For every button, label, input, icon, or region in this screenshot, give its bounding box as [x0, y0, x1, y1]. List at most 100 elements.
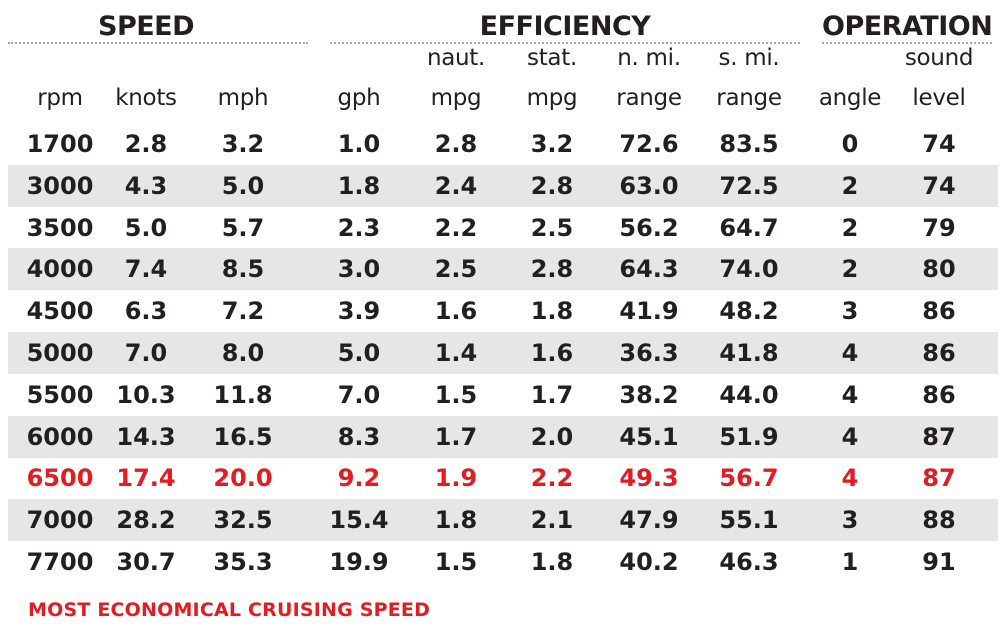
table-cell: 64.7 [719, 213, 779, 242]
table-row: 6500 17.4 20.0 9.2 1.9 2.2 49.3 56.7 4 87 [8, 457, 998, 499]
table-cell: 2.0 [530, 422, 574, 451]
group-rule-speed [8, 42, 308, 44]
table-cell: 2.4 [434, 171, 478, 200]
table-cell: 2.2 [434, 213, 478, 242]
group-rule-efficiency [330, 42, 800, 44]
column-header-range-7: range [716, 85, 782, 111]
table-cell: 7.4 [124, 255, 168, 284]
table-cell: 64.3 [619, 255, 679, 284]
table-cell: 32.5 [213, 506, 273, 535]
table-cell: 86 [922, 339, 956, 367]
table-cell: 3.9 [337, 297, 381, 326]
table-cell: 91 [922, 548, 956, 576]
column-header-range-6: range [616, 85, 682, 111]
table-cell: 4500 [26, 297, 94, 326]
table-cell: 7.0 [124, 339, 168, 367]
table-cell: 74 [922, 171, 956, 200]
table-cell: 1.8 [337, 171, 381, 200]
table-cell: 17.4 [116, 464, 176, 493]
table-cell: 2.8 [530, 171, 574, 200]
table-cell: 4 [841, 380, 859, 409]
table-cell: 3 [841, 297, 859, 326]
table-cell: 1.5 [434, 548, 478, 576]
table-cell: 51.9 [719, 422, 779, 451]
table-cell: 87 [922, 422, 956, 451]
column-header-gph-3: gph [337, 85, 381, 111]
table-cell: 72.5 [719, 171, 779, 200]
table-cell: 8.0 [221, 339, 265, 367]
table-cell: 6.3 [124, 297, 168, 326]
table-cell: 2 [841, 171, 859, 200]
table-cell: 3 [841, 506, 859, 535]
table-row: 6000 14.3 16.5 8.3 1.7 2.0 45.1 51.9 4 87 [8, 415, 998, 458]
table-cell: 2.8 [530, 255, 574, 284]
table-cell: 7000 [26, 506, 94, 535]
column-header-top-range-7: s. mi. [718, 45, 780, 71]
table-row: 5000 7.0 8.0 5.0 1.4 1.6 36.3 41.8 4 86 [8, 332, 998, 374]
table-cell: 9.2 [337, 464, 381, 493]
table-cell: 19.9 [329, 548, 389, 576]
group-rule-operation [822, 42, 992, 44]
table-cell: 41.9 [619, 297, 679, 326]
table-cell: 4.3 [124, 171, 168, 200]
table-cell: 87 [922, 464, 956, 493]
table-cell: 4 [841, 464, 859, 493]
table-cell: 2.3 [337, 213, 381, 242]
group-title-operation: OPERATION [822, 11, 993, 42]
table-cell: 80 [922, 255, 956, 284]
table-cell: 2 [841, 255, 859, 284]
table-row: 4500 6.3 7.2 3.9 1.6 1.8 41.9 48.2 3 86 [8, 290, 998, 332]
table-row: 3500 5.0 5.7 2.3 2.2 2.5 56.2 64.7 2 79 [8, 207, 998, 249]
table-cell: 45.1 [619, 422, 679, 451]
table-row: 7000 28.2 32.5 15.4 1.8 2.1 47.9 55.1 3 88 [8, 499, 998, 542]
table-cell: 1.4 [434, 339, 478, 367]
group-title-speed: SPEED [98, 11, 195, 42]
table-cell: 16.5 [213, 422, 273, 451]
table-cell: 3000 [26, 171, 94, 200]
table-cell: 36.3 [619, 339, 679, 367]
table-cell: 5500 [26, 380, 94, 409]
table-cell: 79 [922, 213, 956, 242]
table-cell: 1.5 [434, 380, 478, 409]
table-cell: 2.5 [530, 213, 574, 242]
column-header-mpg-4: mpg [430, 85, 482, 111]
table-row: 3000 4.3 5.0 1.8 2.4 2.8 63.0 72.5 2 74 [8, 164, 998, 207]
table-cell: 1.8 [434, 506, 478, 535]
table-cell: 28.2 [116, 506, 176, 535]
column-header-mph-2: mph [217, 85, 269, 111]
table-cell: 8.3 [337, 422, 381, 451]
table-cell: 4 [841, 422, 859, 451]
table-cell: 55.1 [719, 506, 779, 535]
table-cell: 30.7 [116, 548, 176, 576]
table-cell: 5.0 [124, 213, 168, 242]
table-cell: 14.3 [116, 422, 176, 451]
table-cell: 3.2 [221, 130, 265, 158]
table-cell: 5000 [26, 339, 94, 367]
table-cell: 72.6 [619, 130, 679, 158]
footnote-most-economical: MOST ECONOMICAL CRUISING SPEED [28, 599, 431, 621]
table-cell: 1.7 [530, 380, 574, 409]
table-cell: 2.1 [530, 506, 574, 535]
table-cell: 1.0 [337, 130, 381, 158]
table-cell: 11.8 [213, 380, 273, 409]
table-cell: 1.8 [530, 548, 574, 576]
table-cell: 10.3 [116, 380, 176, 409]
table-cell: 5.0 [221, 171, 265, 200]
table-cell: 8.5 [221, 255, 265, 284]
table-row: 4000 7.4 8.5 3.0 2.5 2.8 64.3 74.0 2 80 [8, 248, 998, 291]
table-cell: 2 [841, 213, 859, 242]
table-row: 5500 10.3 11.8 7.0 1.5 1.7 38.2 44.0 4 86 [8, 374, 998, 416]
table-cell: 7.0 [337, 380, 381, 409]
table-cell: 1.9 [434, 464, 478, 493]
column-header-top-level-9: sound [904, 45, 974, 71]
table-cell: 0 [841, 130, 859, 158]
table-cell: 56.7 [719, 464, 779, 493]
table-row: 1700 2.8 3.2 1.0 2.8 3.2 72.6 83.5 0 74 [8, 123, 998, 165]
table-cell: 1.7 [434, 422, 478, 451]
table-cell: 63.0 [619, 171, 679, 200]
column-header-knots-1: knots [115, 85, 177, 111]
table-cell: 49.3 [619, 464, 679, 493]
table-cell: 1700 [26, 130, 94, 158]
table-cell: 6000 [26, 422, 94, 451]
table-cell: 1.6 [434, 297, 478, 326]
